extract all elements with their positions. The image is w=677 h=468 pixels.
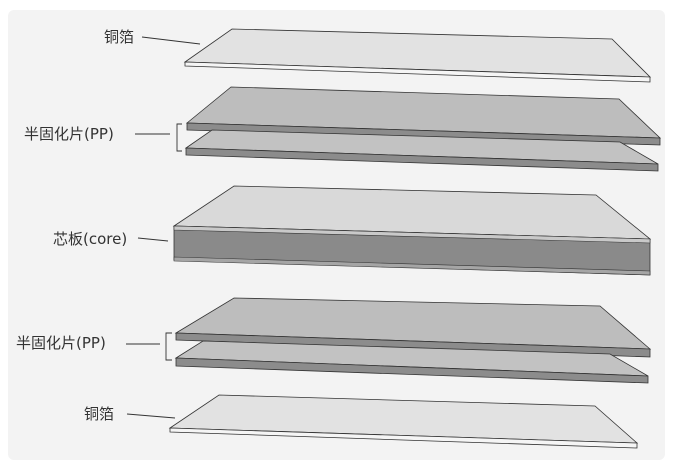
top-prepreg-bracket <box>176 123 182 152</box>
core-leader-line <box>137 237 169 242</box>
top-copper-label: 铜箔 <box>104 28 134 46</box>
bottom-copper-leader-line <box>126 413 176 419</box>
bottom-prepreg-label: 半固化片(PP) <box>16 334 106 352</box>
bottom-prepreg-sheet-2 <box>174 340 649 384</box>
bottom-copper-label: 铜箔 <box>84 405 114 423</box>
bottom-copper-foil-layer <box>168 394 639 449</box>
core-board-layer <box>172 185 652 276</box>
bottom-prepreg-sheet-1 <box>174 297 652 358</box>
leader-lines <box>126 36 201 419</box>
top-copper-foil-layer <box>183 28 651 83</box>
core-label: 芯板(core) <box>53 230 127 248</box>
top-prepreg-sheet-2 <box>184 129 659 172</box>
top-copper-leader-line <box>141 36 201 45</box>
bottom-prepreg-bracket <box>165 332 172 361</box>
top-prepreg-label: 半固化片(PP) <box>24 125 114 143</box>
